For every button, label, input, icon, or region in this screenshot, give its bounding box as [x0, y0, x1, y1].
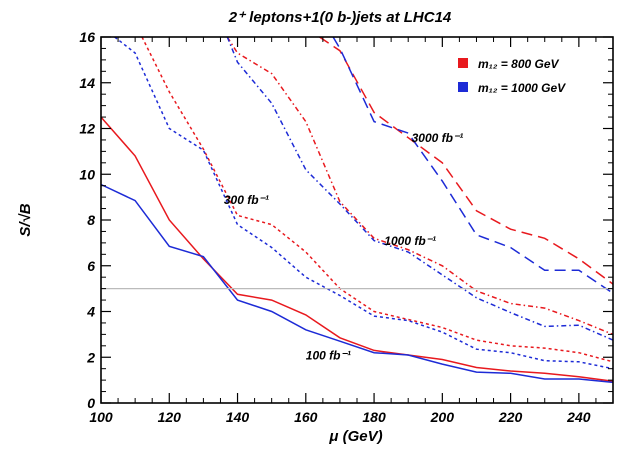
chart-title: 2⁺ leptons+1(0 b-)jets at LHC14 — [228, 9, 452, 26]
annotation-0: 100 fb⁻¹ — [306, 349, 351, 363]
x-tick-label: 160 — [294, 409, 318, 425]
series-line-7 — [332, 36, 614, 294]
y-axis-label: S/√B — [17, 203, 34, 236]
series-line-1 — [100, 183, 614, 384]
annotation-layer: 100 fb⁻¹ 300 fb⁻¹ 1000 fb⁻¹ 3000 fb⁻¹ — [224, 131, 463, 362]
annotation-2: 1000 fb⁻¹ — [384, 234, 436, 248]
ticks-layer: 100 120 140 160 180 200 220 240 0 2 4 6 8 10 12 14 16 — [79, 29, 614, 425]
legend-label-800: m₁₂ = 800 GeV — [478, 57, 560, 71]
series-line-4 — [226, 36, 614, 336]
y-tick-label: 12 — [79, 121, 95, 137]
x-axis-label: μ (GeV) — [328, 428, 382, 445]
x-tick-label: 120 — [158, 409, 182, 425]
x-tick-label: 200 — [430, 409, 455, 425]
legend-swatch-1000 — [458, 82, 468, 92]
legend: m₁₂ = 800 GeV m₁₂ = 1000 GeV — [458, 57, 566, 95]
y-tick-label: 6 — [87, 258, 95, 274]
x-tick-label: 220 — [498, 409, 523, 425]
y-tick-label: 8 — [87, 212, 95, 228]
annotation-1: 300 fb⁻¹ — [224, 193, 269, 207]
x-tick-label: 180 — [362, 409, 386, 425]
y-tick-label: 10 — [79, 166, 95, 182]
legend-swatch-800 — [458, 58, 468, 68]
x-tick-label: 140 — [226, 409, 250, 425]
y-tick-label: 2 — [86, 349, 95, 365]
y-tick-label: 0 — [87, 395, 95, 411]
series-line-0 — [100, 116, 614, 383]
y-tick-label: 16 — [79, 29, 95, 45]
series-layer — [100, 36, 614, 384]
annotation-3: 3000 fb⁻¹ — [412, 131, 464, 145]
series-line-5 — [226, 36, 614, 341]
legend-label-1000: m₁₂ = 1000 GeV — [478, 81, 566, 95]
y-tick-label: 4 — [86, 304, 95, 320]
series-line-6 — [319, 36, 614, 285]
y-tick-label: 14 — [79, 75, 95, 91]
series-line-2 — [141, 36, 614, 363]
x-tick-label: 100 — [89, 409, 113, 425]
x-tick-label: 240 — [566, 409, 591, 425]
